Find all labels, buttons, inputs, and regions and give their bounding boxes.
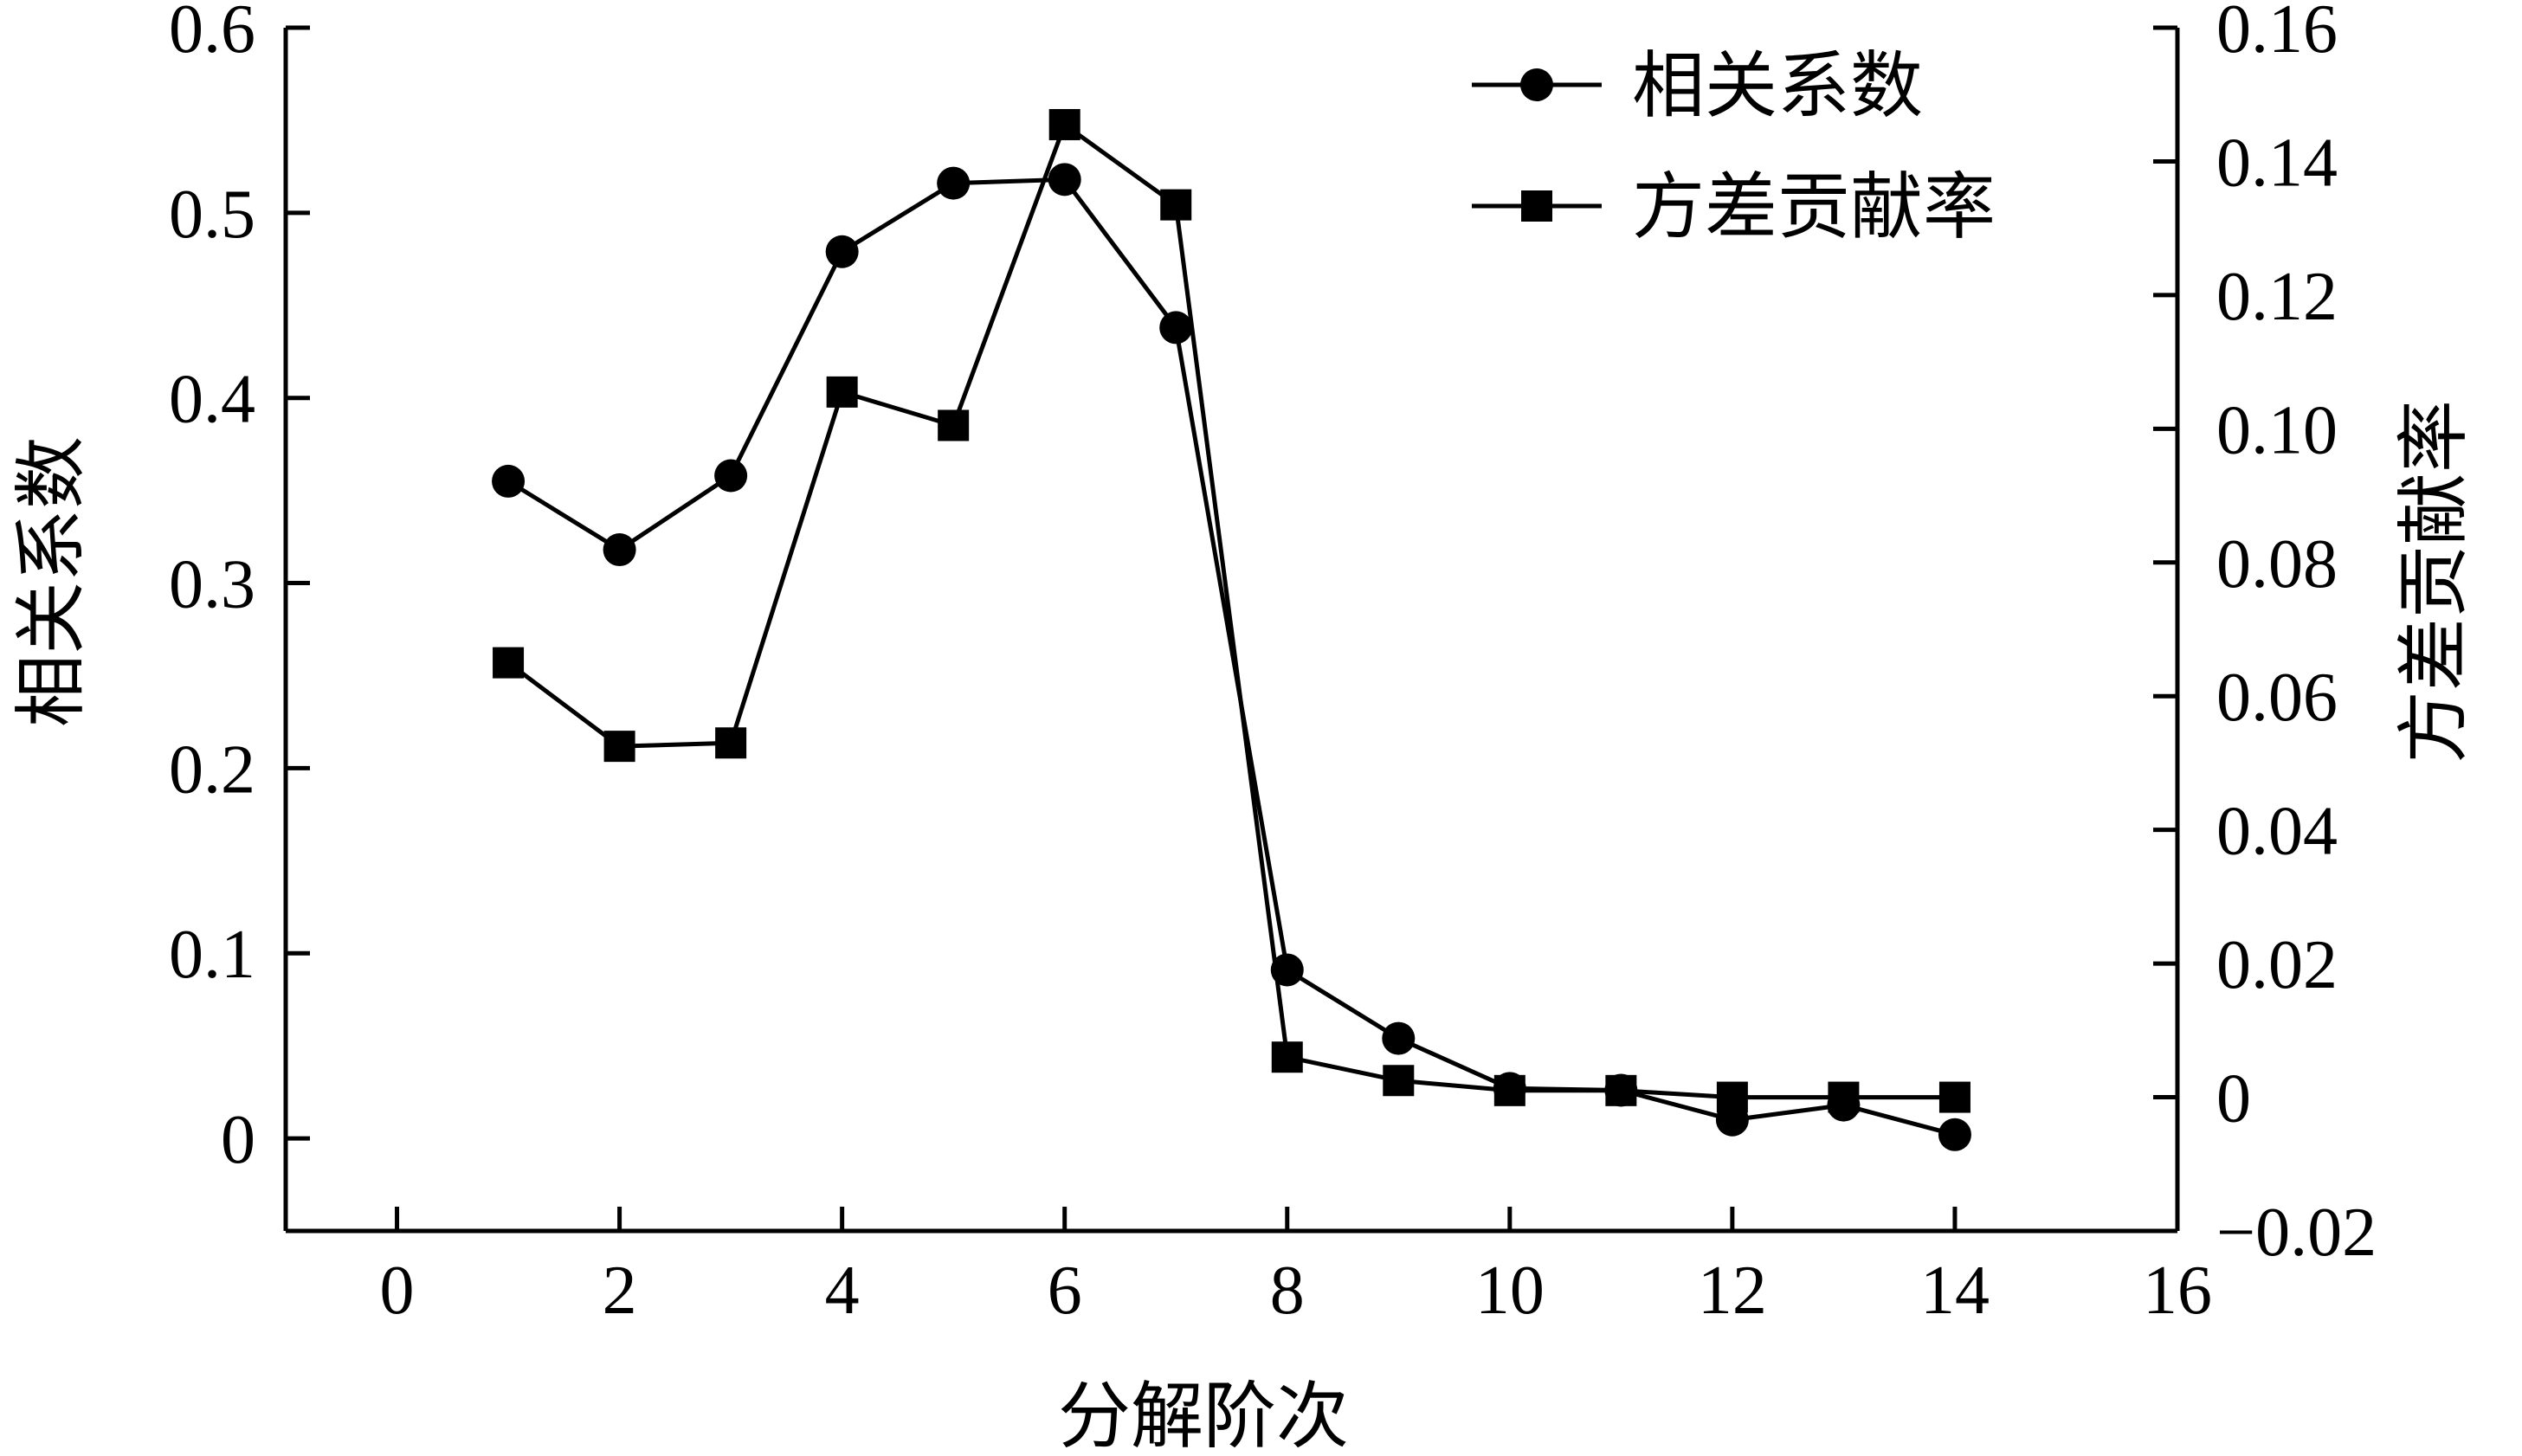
data-point-square: [1716, 1081, 1748, 1113]
left-y-tick-label: 0.1: [169, 917, 255, 993]
right-y-tick-label: 0.06: [2216, 660, 2338, 736]
data-point-circle: [937, 166, 971, 200]
data-point-square: [1048, 108, 1080, 140]
left-y-tick-label: 0.6: [169, 0, 255, 68]
data-point-circle: [825, 235, 859, 268]
x-tick-label: 2: [603, 1253, 637, 1329]
legend-label-correlation: 相关系数: [1632, 43, 1923, 128]
right-y-tick-label: 0.10: [2216, 392, 2338, 468]
data-point-circle: [714, 459, 748, 493]
x-axis-ticks: 0 2 4 6 8 10 12 14 16: [380, 1207, 2212, 1329]
legend-item-variance: 方差贡献率: [1472, 164, 1996, 249]
data-point-square: [1605, 1074, 1637, 1106]
right-y-tick-label: 0.12: [2216, 259, 2338, 335]
data-point-square: [603, 731, 635, 763]
right-y-tick-label: 0: [2216, 1061, 2251, 1137]
left-y-tick-label: 0.3: [169, 547, 255, 623]
right-y-tick-label: 0.02: [2216, 927, 2338, 1003]
legend-label-variance: 方差贡献率: [1632, 164, 1996, 249]
legend-item-correlation: 相关系数: [1472, 43, 1923, 128]
data-point-circle: [603, 533, 636, 567]
data-point-circle: [1938, 1118, 1971, 1151]
legend-marker-circle-icon: [1520, 68, 1553, 101]
x-tick-label: 12: [1698, 1253, 1767, 1329]
data-point-square: [1160, 189, 1192, 221]
right-y-axis-ticks: −0.02 0 0.02 0.04 0.06 0.08 0.10 0.12 0.14 0.16: [2153, 0, 2377, 1271]
series-line: [506, 122, 1955, 1100]
data-point-square: [1828, 1081, 1860, 1113]
data-point-square: [938, 409, 970, 441]
right-y-tick-label: 0.14: [2216, 125, 2338, 201]
legend-marker-square-icon: [1521, 190, 1552, 222]
right-y-axis-title: 方差贡献率: [2391, 400, 2476, 763]
data-point-circle: [1382, 1021, 1416, 1055]
data-point-circle: [492, 464, 526, 498]
data-point-circle: [1159, 311, 1193, 345]
left-y-tick-label: 0.4: [169, 362, 255, 438]
x-tick-label: 10: [1475, 1253, 1545, 1329]
left-y-axis-ticks: 0 0.1 0.2 0.3 0.4 0.5 0.6: [169, 0, 310, 1178]
axes: [283, 28, 2180, 1234]
x-axis-title: 分解阶次: [1058, 1374, 1349, 1456]
series-line: [506, 177, 1956, 1137]
left-y-axis-title: 相关系数: [9, 436, 94, 727]
series-1: [493, 108, 1971, 1113]
left-y-tick-label: 0: [221, 1102, 255, 1178]
legend: 相关系数 方差贡献率: [1472, 43, 1996, 249]
data-point-square: [826, 376, 858, 408]
right-y-tick-label: −0.02: [2216, 1195, 2377, 1271]
x-tick-label: 8: [1270, 1253, 1305, 1329]
right-y-tick-label: 0.04: [2216, 794, 2338, 870]
x-tick-label: 16: [2143, 1253, 2212, 1329]
left-y-tick-label: 0.2: [169, 731, 255, 808]
data-point-circle: [1048, 163, 1081, 196]
left-y-tick-label: 0.5: [169, 177, 255, 253]
x-tick-label: 6: [1048, 1253, 1082, 1329]
data-point-square: [1383, 1065, 1415, 1097]
x-tick-label: 14: [1920, 1253, 1990, 1329]
data-point-square: [1271, 1041, 1303, 1073]
x-tick-label: 4: [825, 1253, 860, 1329]
right-y-tick-label: 0.08: [2216, 526, 2338, 602]
data-point-square: [715, 727, 747, 759]
data-point-square: [1938, 1081, 1971, 1113]
data-point-square: [493, 647, 525, 679]
x-tick-label: 0: [380, 1253, 415, 1329]
series-layer: [492, 108, 1971, 1151]
series-0: [492, 163, 1971, 1151]
data-point-square: [1493, 1074, 1525, 1106]
right-y-tick-label: 0.16: [2216, 0, 2338, 68]
